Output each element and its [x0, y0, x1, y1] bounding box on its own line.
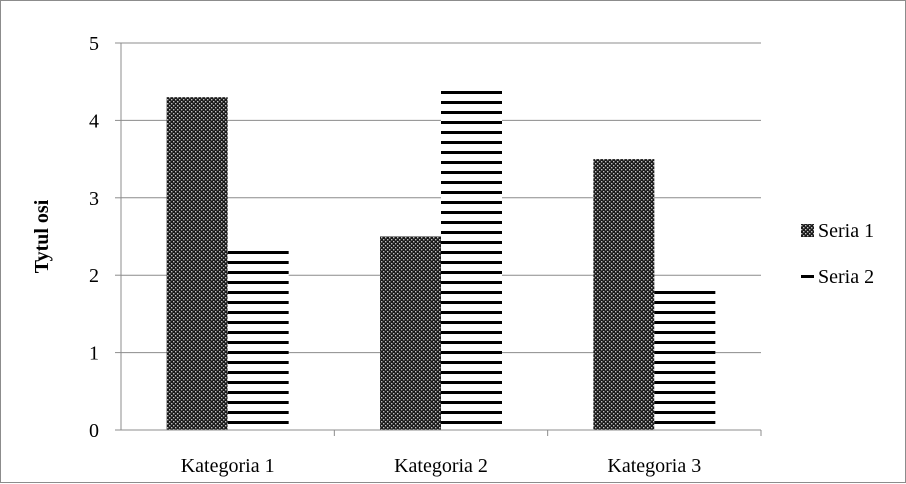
y-tick-label: 3: [89, 188, 99, 210]
axes: [115, 42, 762, 436]
bar-1-1: [166, 97, 228, 431]
y-tick-label: 2: [89, 265, 99, 287]
y-tick-label: 4: [89, 110, 99, 132]
bar-2-2: [441, 89, 502, 430]
y-tick-labels: 0 1 2 3 4 5: [89, 33, 99, 442]
x-tick-label: Kategoria 2: [394, 455, 488, 477]
y-axis-title: Tytul osi: [31, 199, 53, 273]
x-tick-labels: Kategoria 1 Kategoria 2 Kategoria 3: [181, 455, 702, 477]
bar-1-3: [593, 159, 655, 430]
x-tick-label: Kategoria 1: [181, 455, 275, 477]
legend-swatch-seria-2: [801, 275, 814, 278]
bar-2-3: [654, 290, 716, 430]
legend-swatch-seria-1: [801, 224, 814, 237]
legend-label: Seria 1: [818, 220, 874, 242]
y-tick-label: 5: [89, 33, 99, 55]
y-tick-label: 1: [89, 343, 99, 365]
bar-2-1: [227, 244, 289, 430]
x-tick-label: Kategoria 3: [607, 455, 701, 477]
bar-1-2: [380, 236, 441, 430]
y-tick-label: 0: [89, 420, 99, 442]
bars: [166, 89, 716, 431]
legend: Seria 1 Seria 2: [801, 220, 874, 288]
legend-label: Seria 2: [818, 266, 874, 288]
